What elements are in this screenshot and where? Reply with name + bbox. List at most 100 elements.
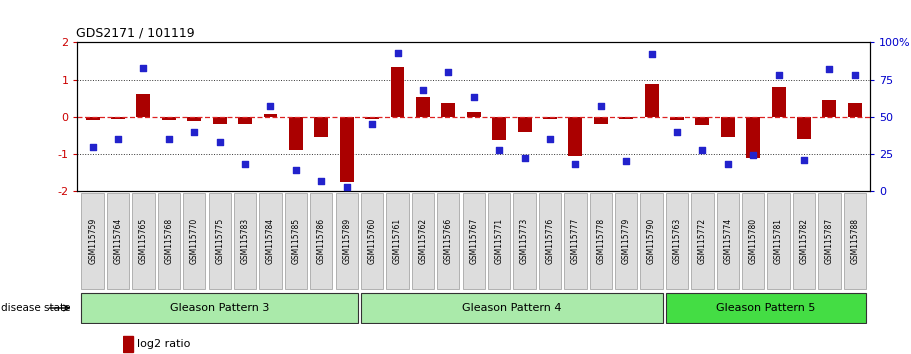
FancyBboxPatch shape (260, 193, 281, 289)
Bar (848, 103, 862, 117)
Point (670, 129, 684, 135)
FancyBboxPatch shape (361, 293, 663, 323)
Text: GSM115774: GSM115774 (723, 218, 732, 264)
Bar (416, 97, 430, 117)
Bar (492, 117, 507, 140)
FancyBboxPatch shape (844, 193, 866, 289)
Text: GSM115767: GSM115767 (469, 218, 478, 264)
Point (543, 136, 558, 142)
FancyBboxPatch shape (589, 193, 612, 289)
Point (340, 184, 354, 189)
Point (721, 161, 735, 167)
Point (289, 167, 303, 173)
Text: GSM115781: GSM115781 (774, 218, 783, 264)
Bar (594, 117, 608, 124)
Point (492, 147, 507, 152)
Text: GDS2171 / 101119: GDS2171 / 101119 (76, 27, 194, 40)
Point (415, 87, 430, 93)
Text: Gleason Pattern 3: Gleason Pattern 3 (170, 303, 270, 313)
Point (568, 161, 583, 167)
Text: GSM115779: GSM115779 (621, 218, 630, 264)
Text: Gleason Pattern 5: Gleason Pattern 5 (716, 303, 815, 313)
Bar (212, 117, 227, 124)
Text: GSM115785: GSM115785 (292, 218, 301, 264)
Point (187, 129, 201, 135)
FancyBboxPatch shape (691, 193, 713, 289)
Bar (721, 117, 735, 137)
FancyBboxPatch shape (81, 193, 104, 289)
Point (364, 121, 379, 127)
Text: GSM115775: GSM115775 (215, 218, 224, 264)
Point (593, 104, 608, 109)
FancyBboxPatch shape (437, 193, 459, 289)
Bar (797, 117, 811, 139)
FancyBboxPatch shape (666, 293, 866, 323)
Point (314, 178, 329, 184)
Bar (517, 117, 531, 132)
FancyBboxPatch shape (386, 193, 409, 289)
Point (517, 156, 532, 161)
Text: GSM115765: GSM115765 (139, 218, 148, 264)
Point (161, 136, 176, 142)
FancyBboxPatch shape (615, 193, 638, 289)
Bar (123, 336, 133, 352)
Text: GSM115773: GSM115773 (520, 218, 529, 264)
FancyBboxPatch shape (335, 193, 358, 289)
Point (441, 69, 456, 75)
Text: GSM115790: GSM115790 (647, 218, 656, 264)
Text: GSM115759: GSM115759 (88, 218, 97, 264)
FancyBboxPatch shape (640, 193, 662, 289)
FancyBboxPatch shape (412, 193, 435, 289)
Bar (619, 117, 633, 119)
Text: GSM115789: GSM115789 (343, 218, 352, 264)
Text: GSM115782: GSM115782 (800, 218, 808, 264)
Bar (645, 84, 659, 117)
FancyBboxPatch shape (310, 193, 333, 289)
Point (644, 52, 659, 57)
FancyBboxPatch shape (514, 193, 536, 289)
Bar (188, 117, 201, 120)
Bar (238, 117, 252, 124)
Bar (670, 117, 684, 120)
Point (619, 159, 633, 164)
Text: GSM115786: GSM115786 (317, 218, 326, 264)
FancyBboxPatch shape (717, 193, 739, 289)
Point (263, 104, 278, 109)
Text: GSM115780: GSM115780 (749, 218, 758, 264)
Point (695, 147, 710, 152)
Text: GSM115771: GSM115771 (495, 218, 504, 264)
Text: GSM115761: GSM115761 (393, 218, 402, 264)
FancyBboxPatch shape (285, 193, 307, 289)
FancyBboxPatch shape (488, 193, 510, 289)
Text: GSM115784: GSM115784 (266, 218, 275, 264)
Text: GSM115776: GSM115776 (546, 218, 555, 264)
FancyBboxPatch shape (666, 193, 688, 289)
Bar (466, 112, 481, 117)
Text: GSM115770: GSM115770 (189, 218, 199, 264)
Point (390, 50, 404, 56)
Bar (441, 103, 456, 117)
Point (466, 95, 481, 100)
Point (111, 136, 126, 142)
FancyBboxPatch shape (158, 193, 180, 289)
Text: GSM115764: GSM115764 (114, 218, 123, 264)
Text: GSM115778: GSM115778 (596, 218, 605, 264)
FancyBboxPatch shape (818, 193, 841, 289)
Text: GSM115766: GSM115766 (444, 218, 453, 264)
Text: GSM115788: GSM115788 (850, 218, 859, 264)
Text: GSM115768: GSM115768 (164, 218, 173, 264)
FancyBboxPatch shape (793, 193, 815, 289)
Text: GSM115787: GSM115787 (824, 218, 834, 264)
FancyBboxPatch shape (742, 193, 764, 289)
Bar (111, 117, 125, 119)
Point (822, 67, 836, 72)
Bar (289, 117, 302, 150)
Text: GSM115763: GSM115763 (672, 218, 681, 264)
Bar (365, 117, 379, 119)
Point (137, 65, 151, 70)
Bar (86, 117, 99, 120)
FancyBboxPatch shape (107, 193, 129, 289)
Bar (314, 117, 328, 137)
Text: GSM115762: GSM115762 (418, 218, 427, 264)
Bar (162, 117, 176, 120)
